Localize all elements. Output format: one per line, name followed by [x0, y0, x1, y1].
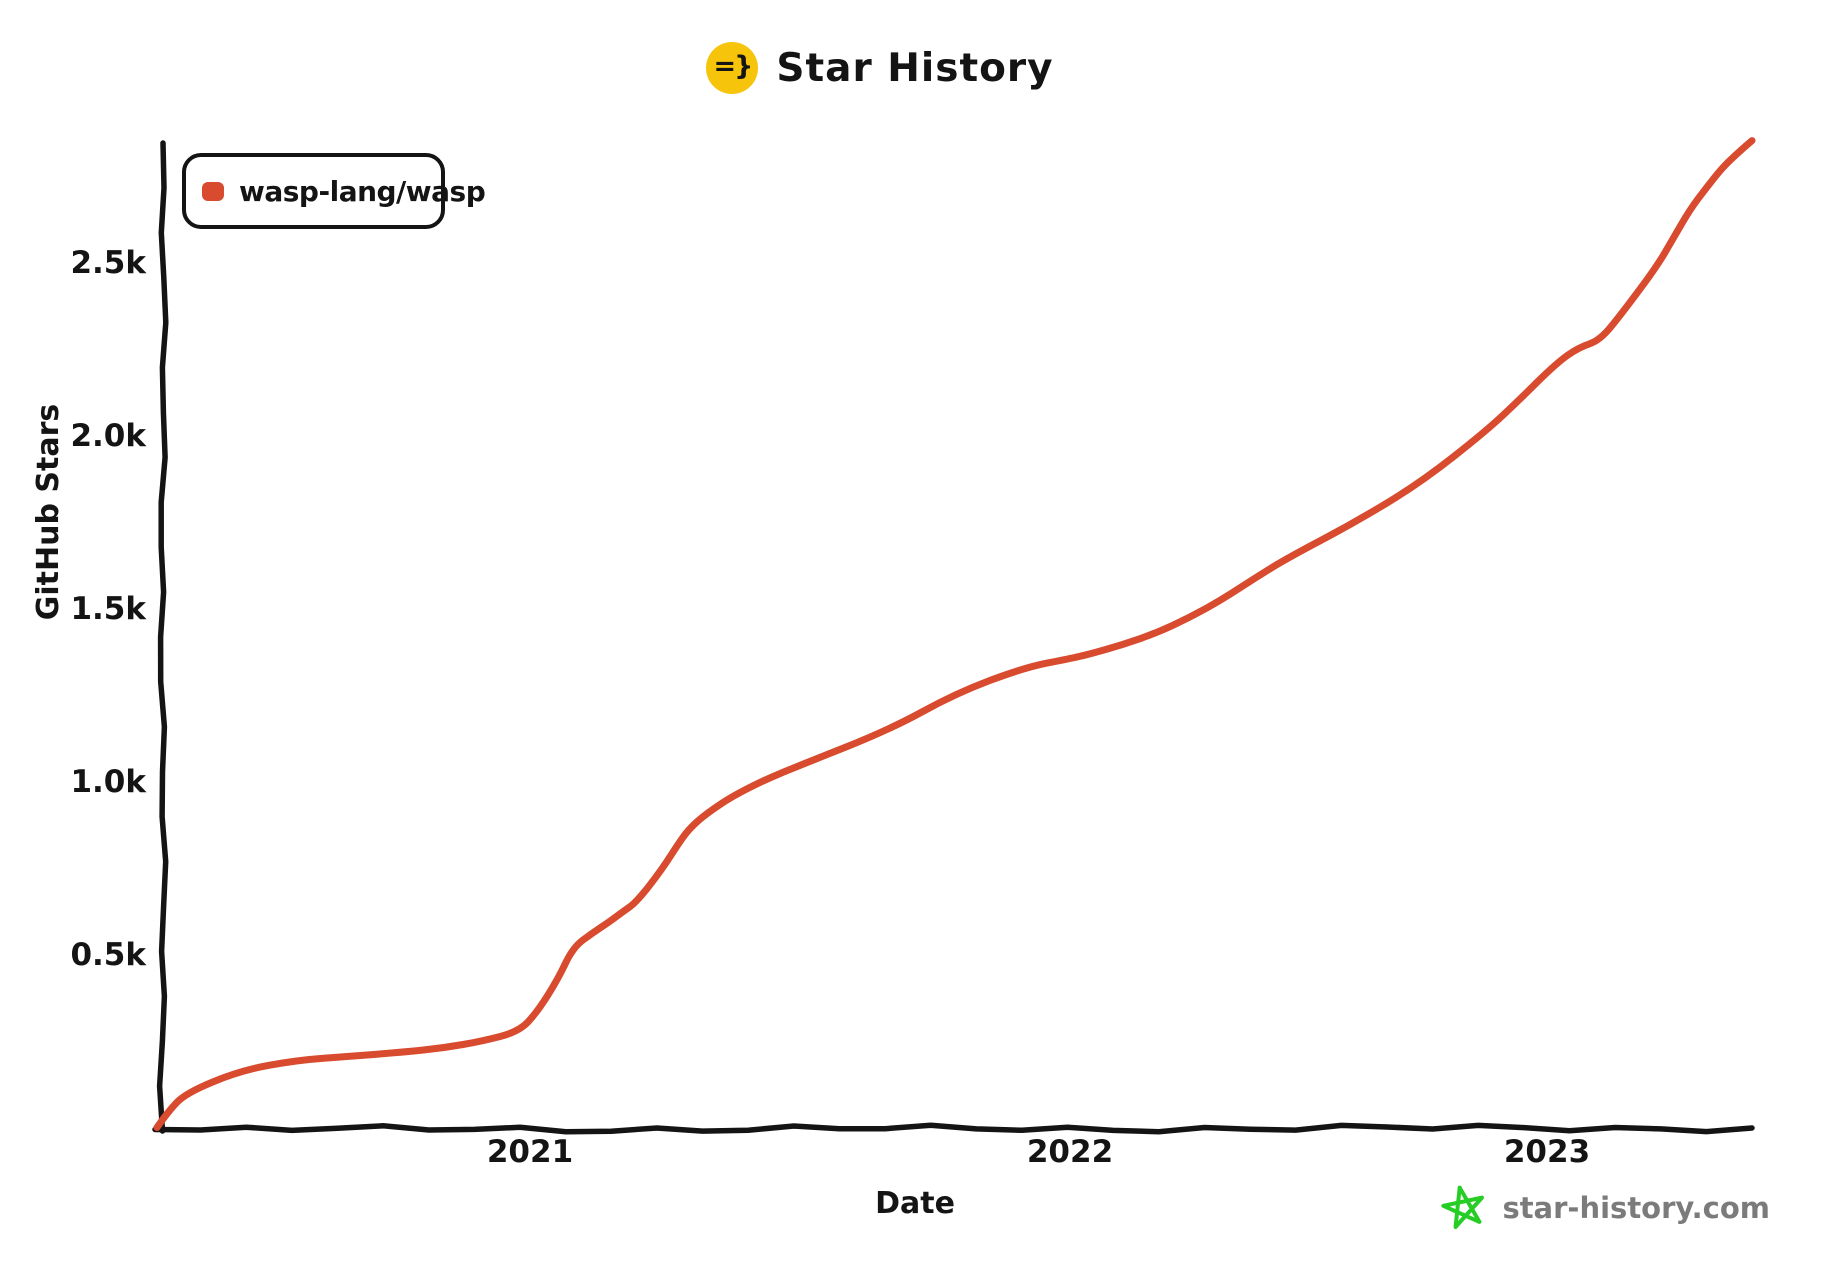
y-tick-1.0k: 1.0k: [70, 764, 147, 800]
y-tick-0.5k: 0.5k: [70, 937, 147, 973]
star-history-brand-link[interactable]: star-history.com: [1438, 1182, 1770, 1234]
x-axis-line: [152, 1122, 1755, 1135]
x-tick-2021: 2021: [487, 1134, 573, 1170]
y-tick-2.5k: 2.5k: [70, 245, 147, 281]
wasp-logo-icon: =}: [706, 42, 759, 94]
legend-marker-icon: [202, 181, 224, 201]
page-title: Star History: [776, 45, 1054, 91]
x-tick-2022: 2022: [1027, 1134, 1113, 1170]
legend-box: wasp-lang/wasp: [182, 153, 486, 229]
series-line-wasp-lang-wasp: [153, 137, 1756, 1131]
brand-site-label[interactable]: star-history.com: [1502, 1191, 1770, 1225]
star-icon: [1441, 1185, 1485, 1229]
y-tick-2.0k: 2.0k: [70, 418, 147, 454]
x-tick-2023: 2023: [1504, 1134, 1590, 1170]
y-tick-1.5k: 1.5k: [70, 591, 147, 627]
y-axis-label: GitHub Stars: [31, 404, 66, 620]
chart-header: =} Star History: [0, 42, 1796, 94]
y-axis-line: [156, 140, 169, 1134]
x-axis-label: Date: [875, 1186, 955, 1221]
legend-series-label: wasp-lang/wasp: [239, 174, 486, 208]
